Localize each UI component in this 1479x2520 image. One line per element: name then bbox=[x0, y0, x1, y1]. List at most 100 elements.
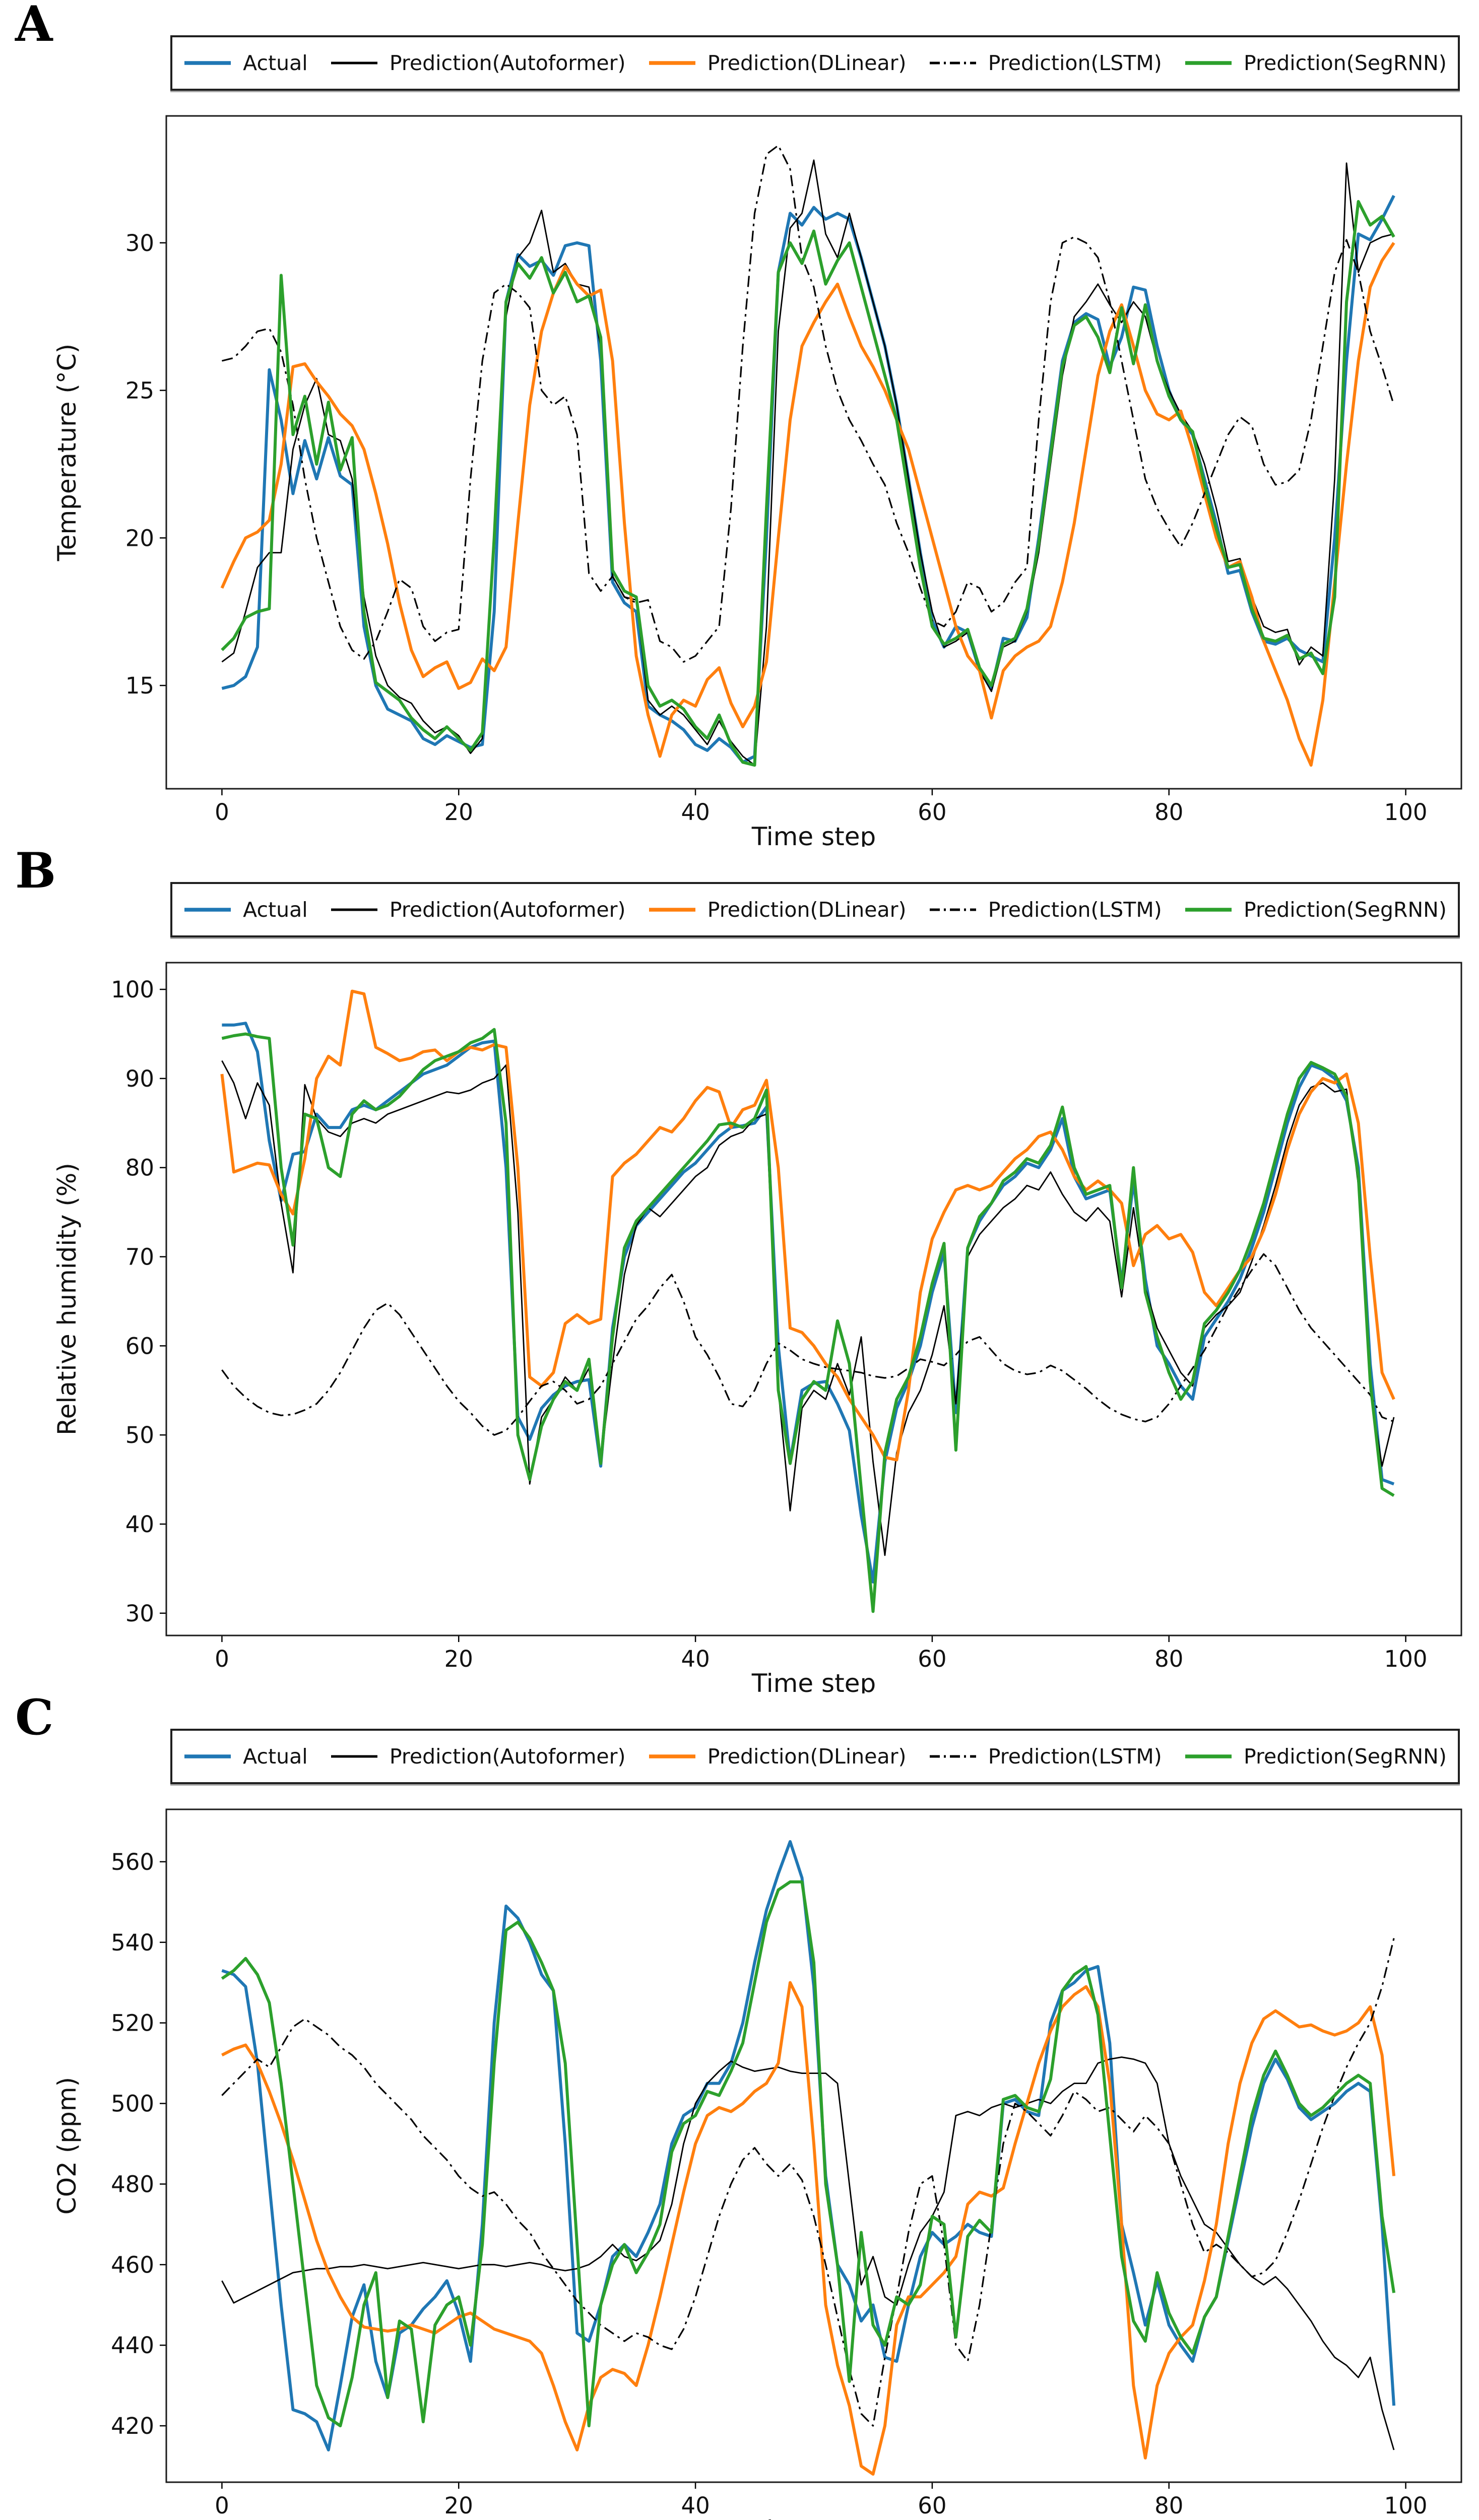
y-axis-label: Relative humidity (%) bbox=[52, 1163, 82, 1435]
x-tick-label: 0 bbox=[215, 1646, 229, 1672]
legend-label: Prediction(Autoformer) bbox=[389, 898, 626, 922]
y-tick-label: 420 bbox=[111, 2413, 154, 2439]
y-tick-label: 70 bbox=[125, 1244, 154, 1271]
legend-label: Actual bbox=[243, 1744, 308, 1769]
legend-line-actual-icon bbox=[184, 908, 231, 912]
legend-line-segrnn-icon bbox=[1185, 908, 1232, 912]
legend-item-autoformer: Prediction(Autoformer) bbox=[330, 51, 626, 75]
series-line-actual bbox=[221, 1840, 1396, 2451]
series-line-lstm bbox=[221, 1938, 1395, 2427]
humidity-chart: 0 20 40 60 80 100 30 40 50 60 70 80 90 100 Time step Re… bbox=[52, 962, 1462, 1693]
panel-humidity: B Actual Prediction(Autoformer) Predicti… bbox=[0, 847, 1479, 1693]
legend-item-segrnn: Prediction(SegRNN) bbox=[1184, 1744, 1447, 1769]
y-tick-label: 440 bbox=[111, 2332, 154, 2359]
y-tick-label: 15 bbox=[125, 672, 154, 699]
series-line-lstm bbox=[222, 144, 1395, 663]
legend-line-autoformer-icon bbox=[331, 908, 377, 911]
y-tick-label: 40 bbox=[125, 1511, 154, 1538]
panel-temperature: A Actual Prediction(Autoformer) Predicti… bbox=[0, 0, 1479, 847]
legend-item-lstm: Prediction(LSTM) bbox=[929, 1744, 1162, 1769]
y-tick-label: 30 bbox=[125, 230, 154, 257]
legend-line-lstm-icon bbox=[929, 908, 976, 911]
y-tick-label: 480 bbox=[111, 2171, 154, 2197]
legend-item-dlinear: Prediction(DLinear) bbox=[648, 1744, 907, 1769]
x-tick-label: 20 bbox=[444, 1646, 473, 1672]
series-line-lstm bbox=[221, 1253, 1394, 1436]
legend-item-actual: Actual bbox=[183, 1744, 308, 1769]
legend-label: Prediction(SegRNN) bbox=[1244, 898, 1447, 922]
y-tick-label: 80 bbox=[125, 1155, 154, 1181]
x-tick-label: 100 bbox=[1384, 2492, 1428, 2519]
legend-line-actual-icon bbox=[184, 61, 231, 65]
legend-line-dlinear-icon bbox=[649, 61, 695, 65]
legend-label: Prediction(SegRNN) bbox=[1244, 1744, 1447, 1769]
legend-label: Prediction(Autoformer) bbox=[389, 51, 626, 75]
y-tick-label: 90 bbox=[125, 1065, 154, 1092]
legend-item-dlinear: Prediction(DLinear) bbox=[648, 898, 907, 922]
y-tick-label: 500 bbox=[111, 2091, 154, 2117]
legend-item-lstm: Prediction(LSTM) bbox=[929, 898, 1162, 922]
y-tick-label: 560 bbox=[111, 1849, 154, 1875]
x-tick-label: 100 bbox=[1384, 799, 1428, 826]
legend-item-autoformer: Prediction(Autoformer) bbox=[330, 1744, 626, 1769]
x-tick-label: 20 bbox=[444, 799, 473, 826]
panel-letter-c: C bbox=[15, 1689, 54, 1746]
legend-item-actual: Actual bbox=[183, 51, 308, 75]
legend-line-autoformer-icon bbox=[331, 61, 377, 65]
legend-line-segrnn-icon bbox=[1185, 1754, 1232, 1758]
legend-item-actual: Actual bbox=[183, 898, 308, 922]
legend-label: Prediction(DLinear) bbox=[707, 1744, 907, 1769]
y-tick-label: 100 bbox=[111, 976, 154, 1003]
legend-label: Actual bbox=[243, 51, 308, 75]
x-axis-label: Time step bbox=[751, 2515, 876, 2520]
x-tick-label: 40 bbox=[681, 799, 710, 826]
y-tick-label: 60 bbox=[125, 1333, 154, 1359]
legend-line-lstm-icon bbox=[929, 1755, 976, 1758]
y-tick-label: 520 bbox=[111, 2010, 154, 2037]
legend-label: Actual bbox=[243, 898, 308, 922]
y-tick-label: 30 bbox=[125, 1600, 154, 1627]
legend-item-dlinear: Prediction(DLinear) bbox=[648, 51, 906, 75]
series-line-dlinear bbox=[220, 242, 1395, 767]
legend-label: Prediction(Autoformer) bbox=[389, 1744, 626, 1769]
panel-co2: C Actual Prediction(Autoformer) Predicti… bbox=[0, 1693, 1479, 2520]
x-axis-label: Time step bbox=[751, 1669, 876, 1693]
series-line-segrnn bbox=[221, 1028, 1395, 1613]
legend-label: Prediction(DLinear) bbox=[707, 898, 907, 922]
x-axis-label: Time step bbox=[751, 822, 876, 847]
x-tick-label: 100 bbox=[1384, 1646, 1428, 1672]
y-tick-label: 25 bbox=[125, 377, 154, 404]
panel-letter-a: A bbox=[15, 0, 53, 52]
legend-humidity: Actual Prediction(Autoformer) Prediction… bbox=[170, 882, 1460, 937]
y-tick-label: 20 bbox=[125, 525, 154, 551]
x-tick-label: 0 bbox=[215, 799, 229, 826]
plot-border bbox=[165, 962, 1462, 1636]
legend-item-autoformer: Prediction(Autoformer) bbox=[330, 898, 626, 922]
legend-line-actual-icon bbox=[184, 1754, 231, 1758]
series-line-autoformer bbox=[221, 2056, 1395, 2450]
x-tick-label: 60 bbox=[918, 2492, 946, 2519]
legend-line-dlinear-icon bbox=[649, 1754, 695, 1758]
x-tick-label: 60 bbox=[918, 1646, 946, 1672]
legend-line-autoformer-icon bbox=[331, 1755, 377, 1758]
y-tick-label: 540 bbox=[111, 1929, 154, 1956]
legend-co2: Actual Prediction(Autoformer) Prediction… bbox=[170, 1729, 1460, 1784]
legend-line-segrnn-icon bbox=[1185, 61, 1232, 65]
legend-item-lstm: Prediction(LSTM) bbox=[929, 51, 1162, 75]
legend-item-segrnn: Prediction(SegRNN) bbox=[1184, 898, 1447, 922]
co2-chart: 0 20 40 60 80 100 420 440 460 480 500 520 540 560 Time… bbox=[52, 1808, 1462, 2520]
x-tick-label: 20 bbox=[444, 2492, 473, 2519]
series-line-autoformer bbox=[221, 159, 1394, 766]
plot-border bbox=[165, 115, 1462, 790]
y-axis-label: Temperature (°C) bbox=[52, 344, 82, 562]
series-line-segrnn bbox=[221, 200, 1395, 767]
series-line-segrnn bbox=[221, 1880, 1396, 2428]
series-line-dlinear bbox=[221, 1981, 1396, 2476]
series-line-actual bbox=[221, 195, 1395, 764]
legend-label: Prediction(LSTM) bbox=[988, 51, 1162, 75]
x-tick-label: 40 bbox=[681, 2492, 710, 2519]
x-tick-label: 60 bbox=[918, 799, 946, 826]
series-line-dlinear bbox=[220, 989, 1395, 1462]
panel-letter-b: B bbox=[15, 842, 56, 899]
